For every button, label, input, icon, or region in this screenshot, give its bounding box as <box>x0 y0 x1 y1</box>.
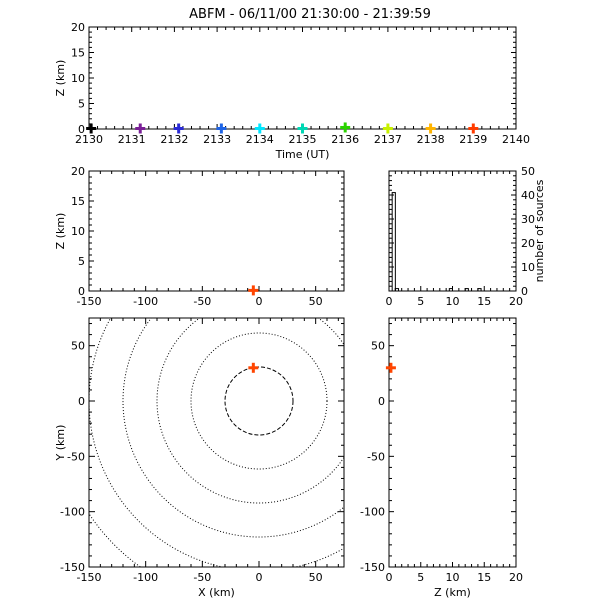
y-tick-label: 30 <box>521 213 535 226</box>
x-tick-label: -100 <box>133 571 158 584</box>
y-tick-label: -150 <box>60 561 85 574</box>
y-tick-label: 0 <box>78 123 85 136</box>
source-point <box>382 123 393 134</box>
y-tick-label: 10 <box>521 261 535 274</box>
x-tick-label: 10 <box>446 295 460 308</box>
range-ring <box>156 318 344 504</box>
x-tick-label: -50 <box>193 295 211 308</box>
range-ring <box>89 512 142 567</box>
source-point <box>216 123 227 134</box>
x-tick-label: 2135 <box>289 133 317 146</box>
x-tick-label: -100 <box>133 295 158 308</box>
x-tick-label: 0 <box>256 571 263 584</box>
range-rings <box>89 318 344 567</box>
y-tick-label: 50 <box>71 340 85 353</box>
panel-time-height: 2130 2131 2132 2133 2134 2135 2136 2137 2138 2139… <box>54 21 530 161</box>
panel-x-z: -150 -100 -50 0 50 0 5 10 15 20 Z (km) <box>54 165 345 308</box>
source-point <box>248 285 259 296</box>
x-tick-label: 2138 <box>417 133 445 146</box>
source-point <box>425 123 436 134</box>
y-tick-label: 20 <box>71 21 85 34</box>
panel-z-y: 0 5 10 15 20 -150 -100 -50 0 50 Z (km) <box>360 317 523 599</box>
source-point <box>173 123 184 134</box>
plot-frame <box>88 317 345 568</box>
y-tick-label: 0 <box>378 395 385 408</box>
y-tick-label: -50 <box>67 450 85 463</box>
y-tick-label: 15 <box>71 47 85 60</box>
y-tick-label: -100 <box>360 506 385 519</box>
range-ring <box>190 332 328 470</box>
x-tick-label: 2139 <box>459 133 487 146</box>
y-axis-label: Z (km) <box>54 60 67 97</box>
y-tick-label: 40 <box>521 189 535 202</box>
x-tick-label: 2137 <box>374 133 402 146</box>
x-tick-label: 20 <box>509 295 523 308</box>
plot-frame <box>88 170 345 292</box>
x-tick-label: 2134 <box>246 133 274 146</box>
histogram-bars <box>391 192 482 291</box>
x-tick-label: 5 <box>417 571 424 584</box>
y-tick-label: 10 <box>71 72 85 85</box>
y-axis-label: number of sources <box>533 179 546 282</box>
y-tick-label: 0 <box>78 395 85 408</box>
y-tick-label: 15 <box>71 195 85 208</box>
x-tick-label: 15 <box>477 295 491 308</box>
x-axis-label: X (km) <box>198 586 235 599</box>
y-tick-label: 20 <box>521 237 535 250</box>
y-tick-label: 0 <box>78 285 85 298</box>
source-point <box>135 123 146 134</box>
x-tick-label: 0 <box>386 295 393 308</box>
x-tick-label: 5 <box>417 295 424 308</box>
plot-frame <box>388 317 517 568</box>
y-axis-label: Z (km) <box>54 213 67 250</box>
source-point <box>248 362 259 373</box>
y-tick-label: 5 <box>78 98 85 111</box>
source-point <box>254 123 265 134</box>
plot-frame <box>388 170 517 292</box>
y-tick-label: 0 <box>521 285 528 298</box>
plot-frame <box>88 26 517 130</box>
y-tick-label: -100 <box>60 506 85 519</box>
x-tick-label: -50 <box>193 571 211 584</box>
y-tick-label: -50 <box>367 450 385 463</box>
x-tick-label: 50 <box>309 571 323 584</box>
x-tick-label: 50 <box>309 295 323 308</box>
source-point <box>340 122 351 133</box>
y-tick-label: 50 <box>521 165 535 178</box>
x-tick-label: 10 <box>446 571 460 584</box>
y-axis-label: Y (km) <box>54 425 67 462</box>
x-tick-label: 0 <box>386 571 393 584</box>
source-point <box>86 123 97 134</box>
x-tick-label: 15 <box>477 571 491 584</box>
x-tick-label: -150 <box>77 295 102 308</box>
x-axis-label: Time (UT) <box>275 148 330 161</box>
source-point <box>385 362 396 373</box>
x-axis-label: Z (km) <box>434 586 471 599</box>
panel-plan-view: -150 -100 -50 0 50 -150 -100 -50 0 50 X (km) Y (km) <box>54 317 345 599</box>
chart-panels: 2130 2131 2132 2133 2134 2135 2136 2137 2138 2139… <box>54 21 547 599</box>
source-point <box>297 123 308 134</box>
x-tick-label: 2131 <box>118 133 146 146</box>
range-ring <box>224 366 294 436</box>
y-tick-label: 50 <box>371 340 385 353</box>
x-tick-label: 2140 <box>502 133 530 146</box>
x-tick-label: -150 <box>77 571 102 584</box>
y-tick-label: -150 <box>360 561 385 574</box>
source-point <box>468 123 479 134</box>
x-tick-label: 2136 <box>331 133 359 146</box>
y-tick-label: 20 <box>71 165 85 178</box>
figure-title: ABFM - 06/11/00 21:30:00 - 21:39:59 <box>189 7 431 22</box>
x-tick-label: 2132 <box>160 133 188 146</box>
x-tick-label: 2133 <box>203 133 231 146</box>
x-tick-label: 2130 <box>75 133 103 146</box>
range-ring <box>122 318 344 538</box>
histogram-bar <box>391 192 396 291</box>
y-tick-label: 5 <box>78 255 85 268</box>
x-tick-label: 20 <box>509 571 523 584</box>
x-tick-label: 0 <box>256 295 263 308</box>
y-tick-label: 10 <box>71 225 85 238</box>
